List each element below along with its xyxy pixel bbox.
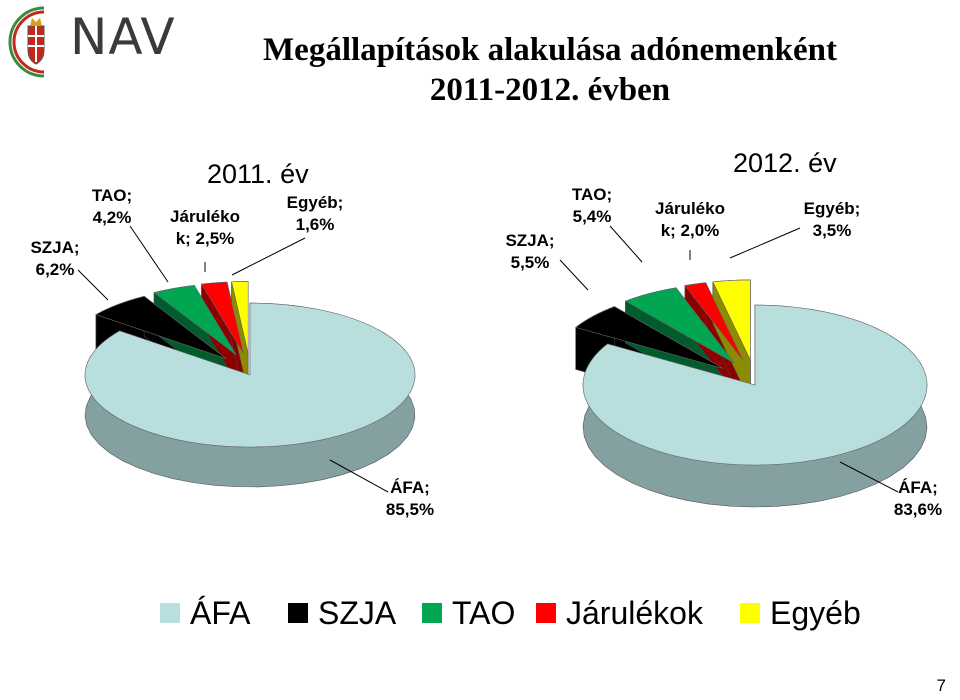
title-line-2: 2011-2012. évben	[429, 72, 671, 108]
logo-text: NAV	[70, 8, 176, 66]
pie-slice-tao	[153, 285, 237, 356]
leader-line-tao	[609, 225, 643, 263]
legend-label-jarulekok: Járulékok	[566, 594, 703, 631]
pie-chart-1: 2011. év ÁFA; 85,5% SZJA; 6,2% TAO; 4,2% Járulé…	[30, 159, 434, 519]
legend-swatch-tao	[422, 603, 442, 623]
legend-label-szja: SZJA	[318, 594, 397, 631]
data-label-szja: SZJA; 5,5%	[505, 231, 554, 272]
legend-item-szja: SZJA	[288, 588, 396, 638]
data-label-egyeb: Egyéb; 1,6%	[287, 193, 344, 234]
pie-slice-afa	[84, 302, 416, 448]
legend-label-tao: TAO	[452, 594, 516, 631]
data-label-szja: SZJA; 6,2%	[30, 238, 79, 279]
legend-swatch-jarulekok	[536, 603, 556, 623]
coat-of-arms-icon	[8, 6, 45, 78]
pie-chart-2: 2012. év ÁFA; 83,6% SZJA; 5,5% TAO; 5,4% Járulé…	[505, 148, 942, 519]
leader-line-afa	[839, 461, 899, 493]
leader-line-szja	[559, 259, 589, 291]
page-number: 7	[936, 676, 946, 695]
data-label-tao: TAO; 5,4%	[572, 185, 612, 226]
nav-logo: NAV	[4, 2, 176, 82]
leader-line-afa	[329, 459, 389, 493]
leader-line-egyeb	[729, 227, 801, 259]
chart-title: 2011. év	[207, 159, 309, 189]
legend-item-tao: TAO	[422, 588, 515, 638]
leader-line-tao	[129, 225, 169, 283]
data-label-egyeb: Egyéb; 3,5%	[804, 199, 861, 240]
title-line-1: Megállapítások alakulása adónemenként	[263, 32, 837, 68]
pie-slice-szja	[95, 295, 227, 359]
legend-swatch-afa	[160, 603, 180, 623]
legend-item-jarulekok: Járulékok	[536, 588, 703, 638]
legend-swatch-szja	[288, 603, 308, 623]
leader-line-egyeb	[231, 237, 306, 276]
data-label-jarulekok: Járuléko k; 2,0%	[655, 199, 725, 240]
pie-slice-szja	[575, 306, 724, 369]
data-label-jarulekok: Járuléko k; 2,5%	[170, 207, 240, 248]
pie-slice-egyeb	[231, 281, 249, 354]
page-title: Megállapítások alakulása adónemenként 20…	[170, 30, 930, 110]
legend-item-egyeb: Egyéb	[740, 588, 861, 638]
legend-item-afa: ÁFA	[160, 588, 250, 638]
pie-slice-jarulekok	[201, 281, 244, 354]
leader-line-szja	[77, 269, 109, 301]
data-label-tao: TAO; 4,2%	[92, 186, 132, 227]
data-label-afa: ÁFA; 83,6%	[894, 478, 942, 519]
legend: ÁFA SZJA TAO Járulékok Egyéb	[160, 588, 880, 638]
pie-slice-jarulekok	[684, 282, 744, 361]
pie-slice-egyeb	[712, 279, 751, 361]
legend-label-afa: ÁFA	[190, 594, 251, 631]
chart-title: 2012. év	[733, 148, 837, 178]
pie-slice-afa	[582, 304, 928, 466]
pie-slice-tao	[624, 287, 735, 364]
data-label-afa: ÁFA; 85,5%	[386, 478, 434, 519]
legend-label-egyeb: Egyéb	[770, 594, 861, 631]
legend-swatch-egyeb	[740, 603, 760, 623]
